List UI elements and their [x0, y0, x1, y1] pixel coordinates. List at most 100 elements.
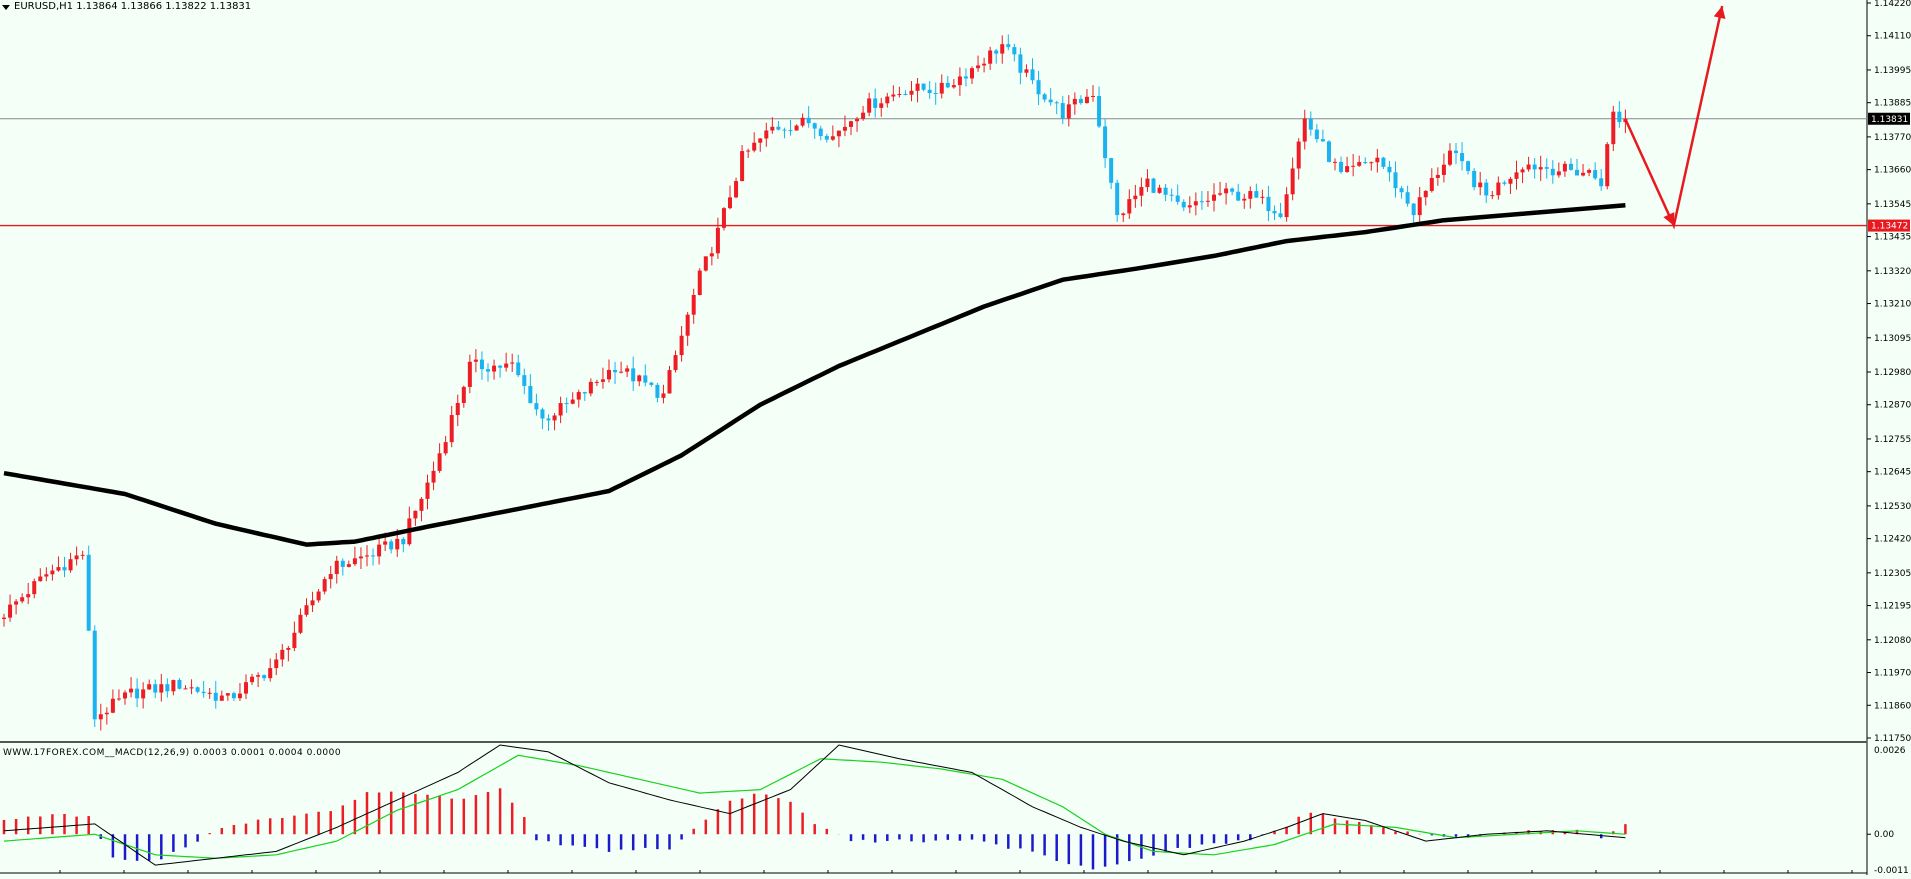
candle-body	[50, 570, 55, 575]
candle-body	[74, 555, 79, 560]
candle-body	[1502, 182, 1507, 184]
candle-body	[1236, 191, 1241, 201]
candle-body	[1030, 69, 1035, 81]
candle-body	[927, 89, 932, 93]
candle-body	[1369, 162, 1374, 164]
ohlc-label: 1.13864 1.13866 1.13822 1.13831	[76, 1, 252, 12]
candle-body	[1363, 162, 1368, 164]
candle-body	[250, 676, 255, 683]
macd-header: WWW.17FOREX.COM__MACD(12,26,9) 0.0003 0.…	[3, 748, 342, 758]
candle-body	[14, 601, 19, 605]
candle-body	[921, 83, 926, 90]
candle-body	[479, 359, 484, 370]
candle-body	[44, 574, 49, 577]
candle-body	[1097, 95, 1102, 127]
candle-body	[298, 614, 303, 633]
price-tick-label: 1.11970	[1874, 669, 1911, 679]
candle-body	[715, 227, 720, 254]
candle-body	[861, 112, 866, 119]
candle-body	[1526, 164, 1531, 170]
candle-body	[516, 362, 521, 376]
macd-signal-line	[3, 754, 1626, 859]
price-tick-label: 1.13435	[1874, 233, 1911, 243]
candle-body	[1599, 178, 1604, 187]
candle-body	[1587, 170, 1592, 173]
candle-body	[1109, 158, 1114, 183]
candle-body	[286, 647, 291, 650]
candle-body	[1000, 44, 1005, 54]
candle-body	[746, 150, 751, 152]
candle-body	[734, 181, 739, 198]
candle-body	[443, 442, 448, 454]
candle-body	[1581, 172, 1586, 176]
candle-body	[703, 256, 708, 271]
price-tick-label: 1.12980	[1874, 368, 1911, 378]
price-tick-label: 1.13660	[1874, 166, 1911, 176]
candle-body	[951, 85, 956, 88]
candle-body	[383, 541, 388, 545]
candle-body	[1205, 200, 1210, 202]
candle-body	[879, 103, 884, 108]
candle-body	[461, 386, 466, 403]
candle-body	[1024, 69, 1029, 73]
candle-body	[1012, 47, 1017, 55]
candle-body	[1248, 191, 1253, 199]
candles-group	[2, 34, 1628, 731]
candle-body	[691, 294, 696, 315]
candle-body	[1435, 174, 1440, 178]
candle-body	[1218, 193, 1223, 195]
candle-body	[570, 399, 575, 404]
candle-body	[189, 687, 194, 689]
candle-body	[625, 368, 630, 372]
candle-body	[389, 541, 394, 550]
candle-body	[830, 136, 835, 140]
candle-body	[976, 65, 981, 69]
candle-body	[1441, 164, 1446, 175]
candle-body	[116, 698, 121, 700]
price-tick-label: 1.13770	[1874, 133, 1911, 143]
candle-body	[467, 361, 472, 387]
candle-body	[1133, 195, 1138, 200]
candle-body	[1508, 178, 1513, 184]
candle-body	[607, 369, 611, 380]
candle-body	[764, 130, 769, 139]
candle-body	[891, 94, 896, 97]
candle-body	[401, 538, 406, 545]
candle-body	[1006, 44, 1011, 48]
candle-body	[510, 362, 515, 364]
candle-body	[32, 581, 37, 595]
candle-body	[1151, 178, 1156, 193]
candle-body	[141, 689, 146, 699]
candle-body	[431, 470, 436, 483]
candle-body	[322, 579, 327, 592]
candle-body	[1060, 103, 1065, 119]
candle-body	[26, 594, 31, 598]
candle-body	[824, 136, 829, 140]
candle-body	[492, 365, 497, 372]
candle-body	[988, 50, 993, 64]
forecast-arrow-head-up	[1713, 5, 1726, 19]
candle-body	[1072, 98, 1077, 105]
candle-body	[643, 375, 648, 383]
price-tick-label: 1.11860	[1874, 701, 1911, 711]
candle-body	[419, 498, 424, 511]
current-price-label: 1.13831	[1871, 115, 1908, 125]
moving-average-line	[3, 203, 1626, 547]
candle-body	[1115, 182, 1120, 216]
chart-menu-icon[interactable]	[2, 5, 10, 10]
candle-body	[486, 369, 490, 372]
price-tick-label: 1.12530	[1874, 502, 1911, 512]
candle-body	[304, 605, 309, 615]
candle-body	[129, 688, 134, 693]
candle-body	[1490, 195, 1495, 197]
candle-body	[752, 142, 757, 151]
candle-body	[1375, 157, 1380, 163]
candle-body	[1538, 167, 1543, 170]
candle-body	[982, 63, 987, 66]
candle-body	[1514, 172, 1519, 179]
candle-body	[1091, 95, 1095, 97]
candle-body	[1224, 188, 1229, 194]
price-tick-label: 1.12080	[1874, 636, 1911, 646]
